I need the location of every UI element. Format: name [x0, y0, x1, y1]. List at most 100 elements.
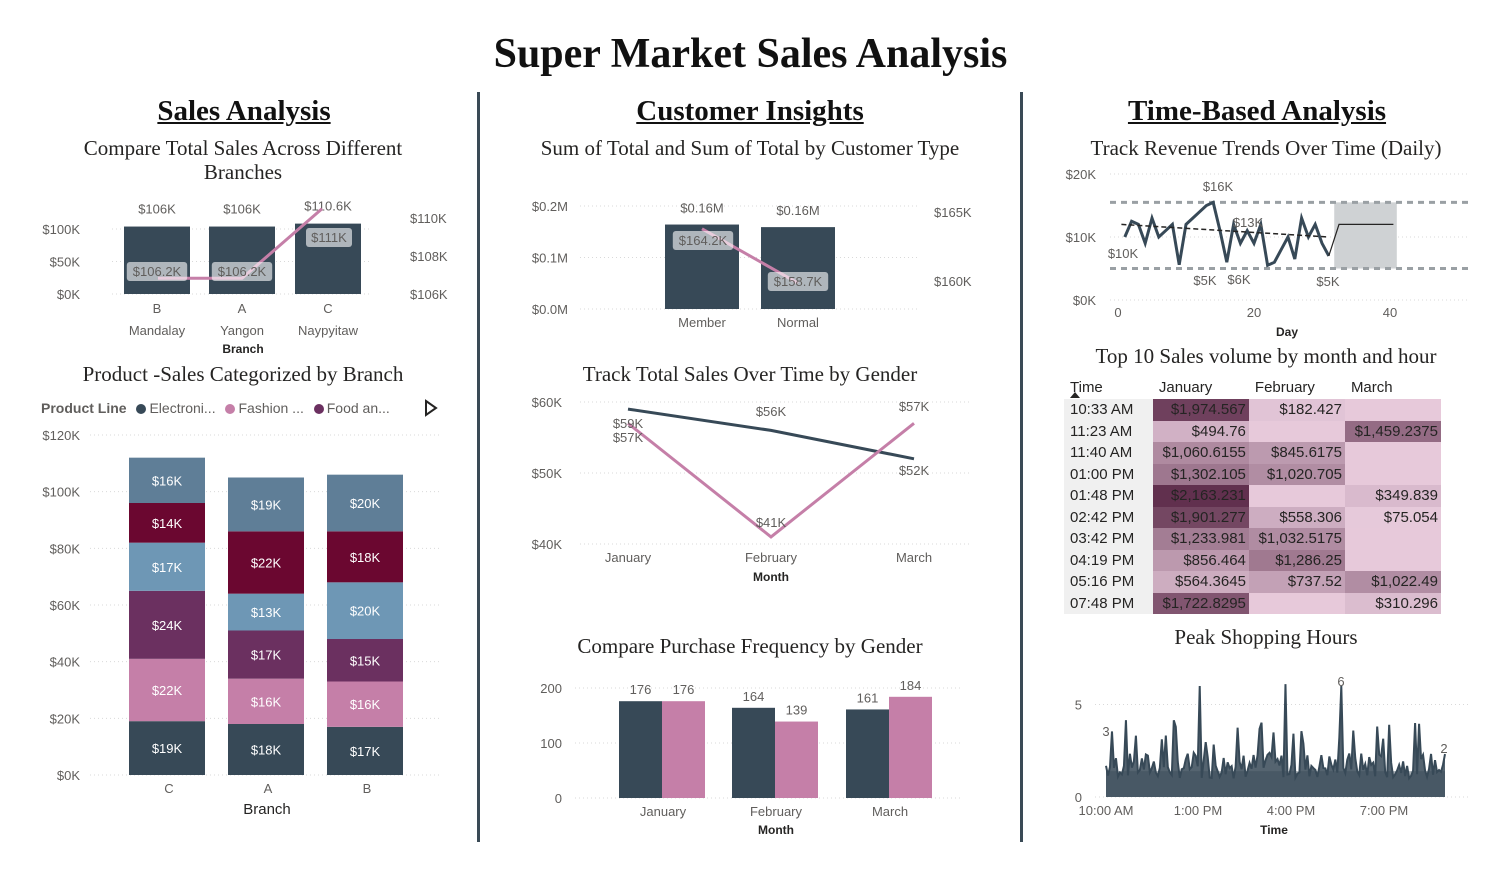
- heatmap-time-cell: 11:40 AM: [1064, 442, 1153, 464]
- bar: [846, 709, 889, 798]
- y-tick-label: $0K: [57, 768, 80, 783]
- y-tick-label: $120K: [42, 428, 80, 443]
- heatmap-table[interactable]: Time January February March 10:33 AM $1,9…: [1064, 375, 1441, 614]
- gender-month-chart: $40K $50K $60K $59K $56K $52K $57K $41K $57K Janu…: [532, 395, 970, 584]
- stack-segment: [327, 582, 403, 639]
- y-tick-label: $100K: [42, 222, 80, 237]
- x-tick-label: January: [640, 804, 687, 819]
- stack-segment: [327, 726, 403, 775]
- section-title-customer: Customer Insights: [636, 95, 864, 127]
- heatmap-header-time[interactable]: Time: [1064, 375, 1153, 399]
- stack-data-label: $14K: [152, 516, 183, 531]
- chart-title-branch-sales: Compare Total Sales Across Different Bra…: [83, 136, 403, 184]
- heatmap-value-cell: [1248, 420, 1345, 442]
- heatmap-row[interactable]: 04:19 PM $856.464 $1,286.25: [1064, 549, 1441, 571]
- annotation-label: $13K: [1233, 215, 1264, 230]
- bar-data-label: $106K: [223, 202, 261, 217]
- sort-ascending-icon: [1070, 392, 1080, 398]
- line-data-label-bg: [767, 272, 829, 291]
- legend-item-fashion[interactable]: Fashion ...: [238, 400, 304, 416]
- y-tick-label: $10K: [1066, 230, 1097, 245]
- y-tick-label: $20K: [50, 711, 81, 726]
- y-tick-label: 100: [540, 736, 562, 751]
- heatmap-value-cell: $182.427: [1248, 399, 1345, 421]
- x-tick-label: 7:00 PM: [1360, 803, 1408, 818]
- x-subtick-label: Mandalay: [129, 323, 186, 338]
- heatmap-value-cell: [1344, 549, 1441, 571]
- legend-dot-electronic: [136, 404, 147, 414]
- x-tick-label: 0: [1114, 305, 1121, 320]
- chart-title-gender-month: Track Total Sales Over Time by Gender: [582, 362, 918, 386]
- heatmap-header-january[interactable]: January: [1158, 378, 1213, 396]
- stack-segment: [228, 678, 304, 724]
- heatmap-row[interactable]: 10:33 AM $1,974.567 $182.427: [1064, 399, 1441, 421]
- x-subtick-label: Naypyitaw: [298, 323, 359, 338]
- heatmap-value-cell: $845.6175: [1248, 442, 1345, 464]
- stack-data-label: $22K: [251, 556, 282, 571]
- daily-revenue-chart: $0K $10K $20K $16K $10K $13K $5K $6K $5K 0 20 40 Day: [1066, 167, 1470, 339]
- heatmap-row[interactable]: 07:48 PM $1,722.8295 $310.296: [1064, 592, 1441, 614]
- bar-data-label: 184: [900, 678, 922, 693]
- legend-title: Product Line: [41, 400, 127, 416]
- stack-segment: [129, 590, 205, 659]
- stack-data-label: $13K: [251, 605, 282, 620]
- legend-dot-food: [313, 404, 324, 414]
- heatmap-value-cell: $1,901.277: [1152, 506, 1249, 528]
- bar: [209, 226, 275, 294]
- heatmap-value-cell: $1,722.8295: [1152, 592, 1249, 614]
- stack-segment: [228, 593, 304, 631]
- heatmap-value-cell: [1344, 528, 1441, 550]
- stack-data-label: $19K: [152, 741, 183, 756]
- heatmap-row[interactable]: 05:16 PM $564.3645 $737.52 $1,022.49: [1064, 571, 1441, 593]
- stack-segment: [129, 721, 205, 775]
- heatmap-row[interactable]: 03:42 PM $1,233.981 $1,032.5175: [1064, 528, 1441, 550]
- divider-left: [477, 92, 480, 842]
- stack-data-label: $16K: [350, 697, 381, 712]
- y-tick-label: 200: [540, 681, 562, 696]
- heatmap-value-cell: $564.3645: [1152, 571, 1249, 593]
- heatmap-header-february[interactable]: February: [1254, 378, 1315, 396]
- heatmap-value-cell: $1,286.25: [1248, 549, 1345, 571]
- stack-segment: [228, 531, 304, 594]
- line-data-label-bg: [306, 228, 352, 247]
- y-tick-label: 0: [1075, 790, 1082, 805]
- y-tick-label: $40K: [50, 655, 81, 670]
- line-data-label: $111K: [311, 230, 347, 245]
- legend-item-electronic[interactable]: Electroni...: [149, 400, 216, 416]
- stack-data-label: $22K: [152, 683, 183, 698]
- line-data-label: $57K: [899, 399, 930, 414]
- legend-next-arrow-icon[interactable]: [424, 399, 438, 417]
- stack-segment: [228, 477, 304, 532]
- legend-product-line[interactable]: Product Line Electroni... Fashion ... Fo…: [41, 400, 390, 416]
- customer-type-chart: $0.0M $0.1M $0.2M $160K $165K $0.16M Member $0.…: [532, 199, 972, 330]
- y-tick-label: $60K: [532, 395, 563, 410]
- heatmap-value-cell: $1,459.2375: [1344, 420, 1441, 442]
- line-data-label: $57K: [613, 430, 644, 445]
- x-axis-title: Branch: [243, 801, 291, 818]
- heatmap-row[interactable]: 01:00 PM $1,302.105 $1,020.705: [1064, 463, 1441, 485]
- chart-title-heatmap: Top 10 Sales volume by month and hour: [1095, 344, 1437, 368]
- forecast-line: [1328, 223, 1394, 257]
- heatmap-time-cell: 04:19 PM: [1064, 549, 1153, 571]
- legend-item-food[interactable]: Food an...: [326, 400, 390, 416]
- heatmap-row[interactable]: 02:42 PM $1,901.277 $558.306 $75.054: [1064, 506, 1441, 528]
- bar-data-label: 176: [673, 682, 695, 697]
- line-data-label-bg: [672, 231, 734, 250]
- line-data-label: $41K: [756, 515, 787, 530]
- heatmap-time-cell: 11:23 AM: [1064, 420, 1153, 442]
- annotation-label: 6: [1337, 674, 1344, 689]
- y2-tick-label: $110K: [410, 211, 447, 226]
- bar-data-label: 176: [630, 682, 652, 697]
- y-tick-label: $50K: [50, 255, 81, 270]
- heatmap-row[interactable]: 11:23 AM $494.76 $1,459.2375: [1064, 420, 1441, 442]
- line-data-label-bg: [126, 262, 188, 281]
- y-tick-label: $40K: [532, 537, 563, 552]
- bar: [619, 701, 662, 798]
- stack-data-label: $18K: [251, 743, 282, 758]
- heatmap-row[interactable]: 11:40 AM $1,060.6155 $845.6175: [1064, 442, 1441, 464]
- heatmap-row[interactable]: 01:48 PM $2,163.231 $349.839: [1064, 485, 1441, 507]
- stack-segment: [327, 639, 403, 682]
- x-tick-label: February: [745, 550, 798, 565]
- stack-data-label: $18K: [350, 550, 381, 565]
- heatmap-header-march[interactable]: March: [1350, 378, 1393, 396]
